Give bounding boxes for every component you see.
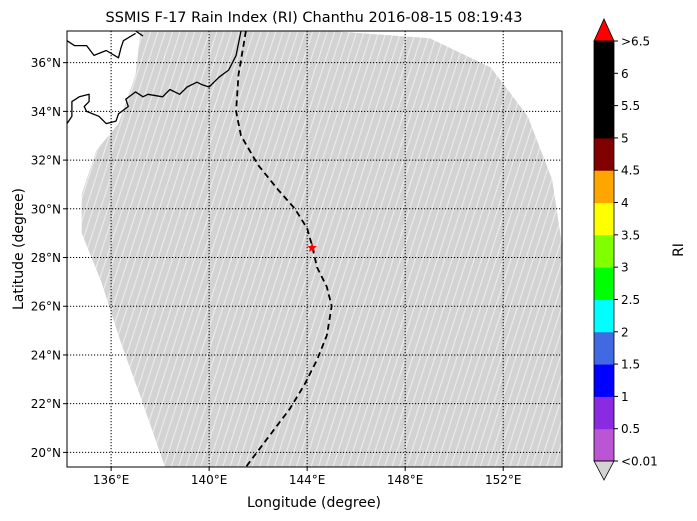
colorbar-tick-label: 5 — [621, 131, 629, 145]
y-tick-label: 36°N — [31, 56, 61, 70]
x-axis-label: Longitude (degree) — [247, 495, 381, 511]
colorbar-bin — [594, 331, 614, 365]
colorbar-bin — [594, 267, 614, 300]
y-axis-label: Latitude (degree) — [11, 188, 27, 310]
colorbar-bin — [594, 396, 614, 430]
colorbar-tick-label: 5.5 — [621, 99, 640, 113]
colorbar-tick-label: 2.5 — [621, 293, 640, 307]
x-tick-label: 144°E — [289, 473, 326, 487]
y-axis-ticks: 20°N 22°N 24°N 26°N 28°N 30°N 32°N 34°N 36°N — [31, 56, 67, 460]
x-tick-label: 136°E — [93, 473, 130, 487]
colorbar-bin — [594, 234, 614, 268]
chart-title: SSMIS F-17 Rain Index (RI) Chanthu 2016-… — [106, 10, 523, 26]
colorbar-tick-label: 3.5 — [621, 228, 640, 242]
colorbar-bin — [594, 137, 614, 171]
y-tick-label: 24°N — [31, 348, 61, 362]
storm-track-line — [235, 31, 333, 467]
colorbar-tick-label: 6 — [621, 67, 629, 81]
swath-coverage — [81, 31, 562, 467]
colorbar-over-triangle — [593, 18, 615, 42]
y-tick-label: 26°N — [31, 300, 61, 314]
coastline-segment — [67, 32, 136, 59]
colorbar-tick-label: >6.5 — [621, 35, 650, 49]
map-plot-area — [66, 30, 563, 468]
x-tick-label: 152°E — [485, 473, 522, 487]
x-tick-label: 140°E — [191, 473, 228, 487]
colorbar-bin — [594, 41, 614, 139]
coastline-segment — [67, 31, 242, 125]
colorbar-label: RI — [671, 243, 687, 257]
colorbar-tick-label: 4.5 — [621, 164, 640, 178]
colorbar-tick-label: 3 — [621, 261, 629, 275]
colorbar-under-triangle — [593, 460, 615, 481]
colorbar-tick-label: 1.5 — [621, 358, 640, 372]
colorbar-tick-label: 2 — [621, 325, 629, 339]
y-tick-label: 22°N — [31, 397, 61, 411]
colorbar-bin — [594, 299, 614, 333]
y-tick-label: 34°N — [31, 105, 61, 119]
y-tick-label: 28°N — [31, 251, 61, 265]
colorbar-tick-label: 1 — [621, 390, 629, 404]
colorbar-bin — [594, 428, 614, 462]
coastline — [67, 31, 242, 125]
gridlines — [67, 31, 562, 467]
colorbar-bin — [594, 364, 614, 397]
colorbar-tick-label: <0.01 — [621, 455, 658, 469]
coastline-segment — [135, 31, 144, 37]
colorbar-bin — [594, 170, 614, 204]
plot-frame — [66, 30, 563, 468]
storm-center-star-icon — [307, 242, 317, 252]
colorbar-frame — [593, 40, 615, 462]
colorbar-bin — [594, 202, 614, 236]
colorbar-tick-label: 0.5 — [621, 422, 640, 436]
y-tick-label: 20°N — [31, 446, 61, 460]
y-tick-label: 32°N — [31, 154, 61, 168]
y-tick-label: 30°N — [31, 202, 61, 216]
x-tick-label: 148°E — [387, 473, 424, 487]
x-axis-ticks: 136°E 140°E 144°E 148°E 152°E — [93, 467, 522, 487]
colorbar: <0.01 0.5 1 1.5 2 2.5 3 3.5 4 4.5 5 5.5 6 >6.5 — [593, 18, 658, 481]
colorbar-tick-label: 4 — [621, 196, 629, 210]
